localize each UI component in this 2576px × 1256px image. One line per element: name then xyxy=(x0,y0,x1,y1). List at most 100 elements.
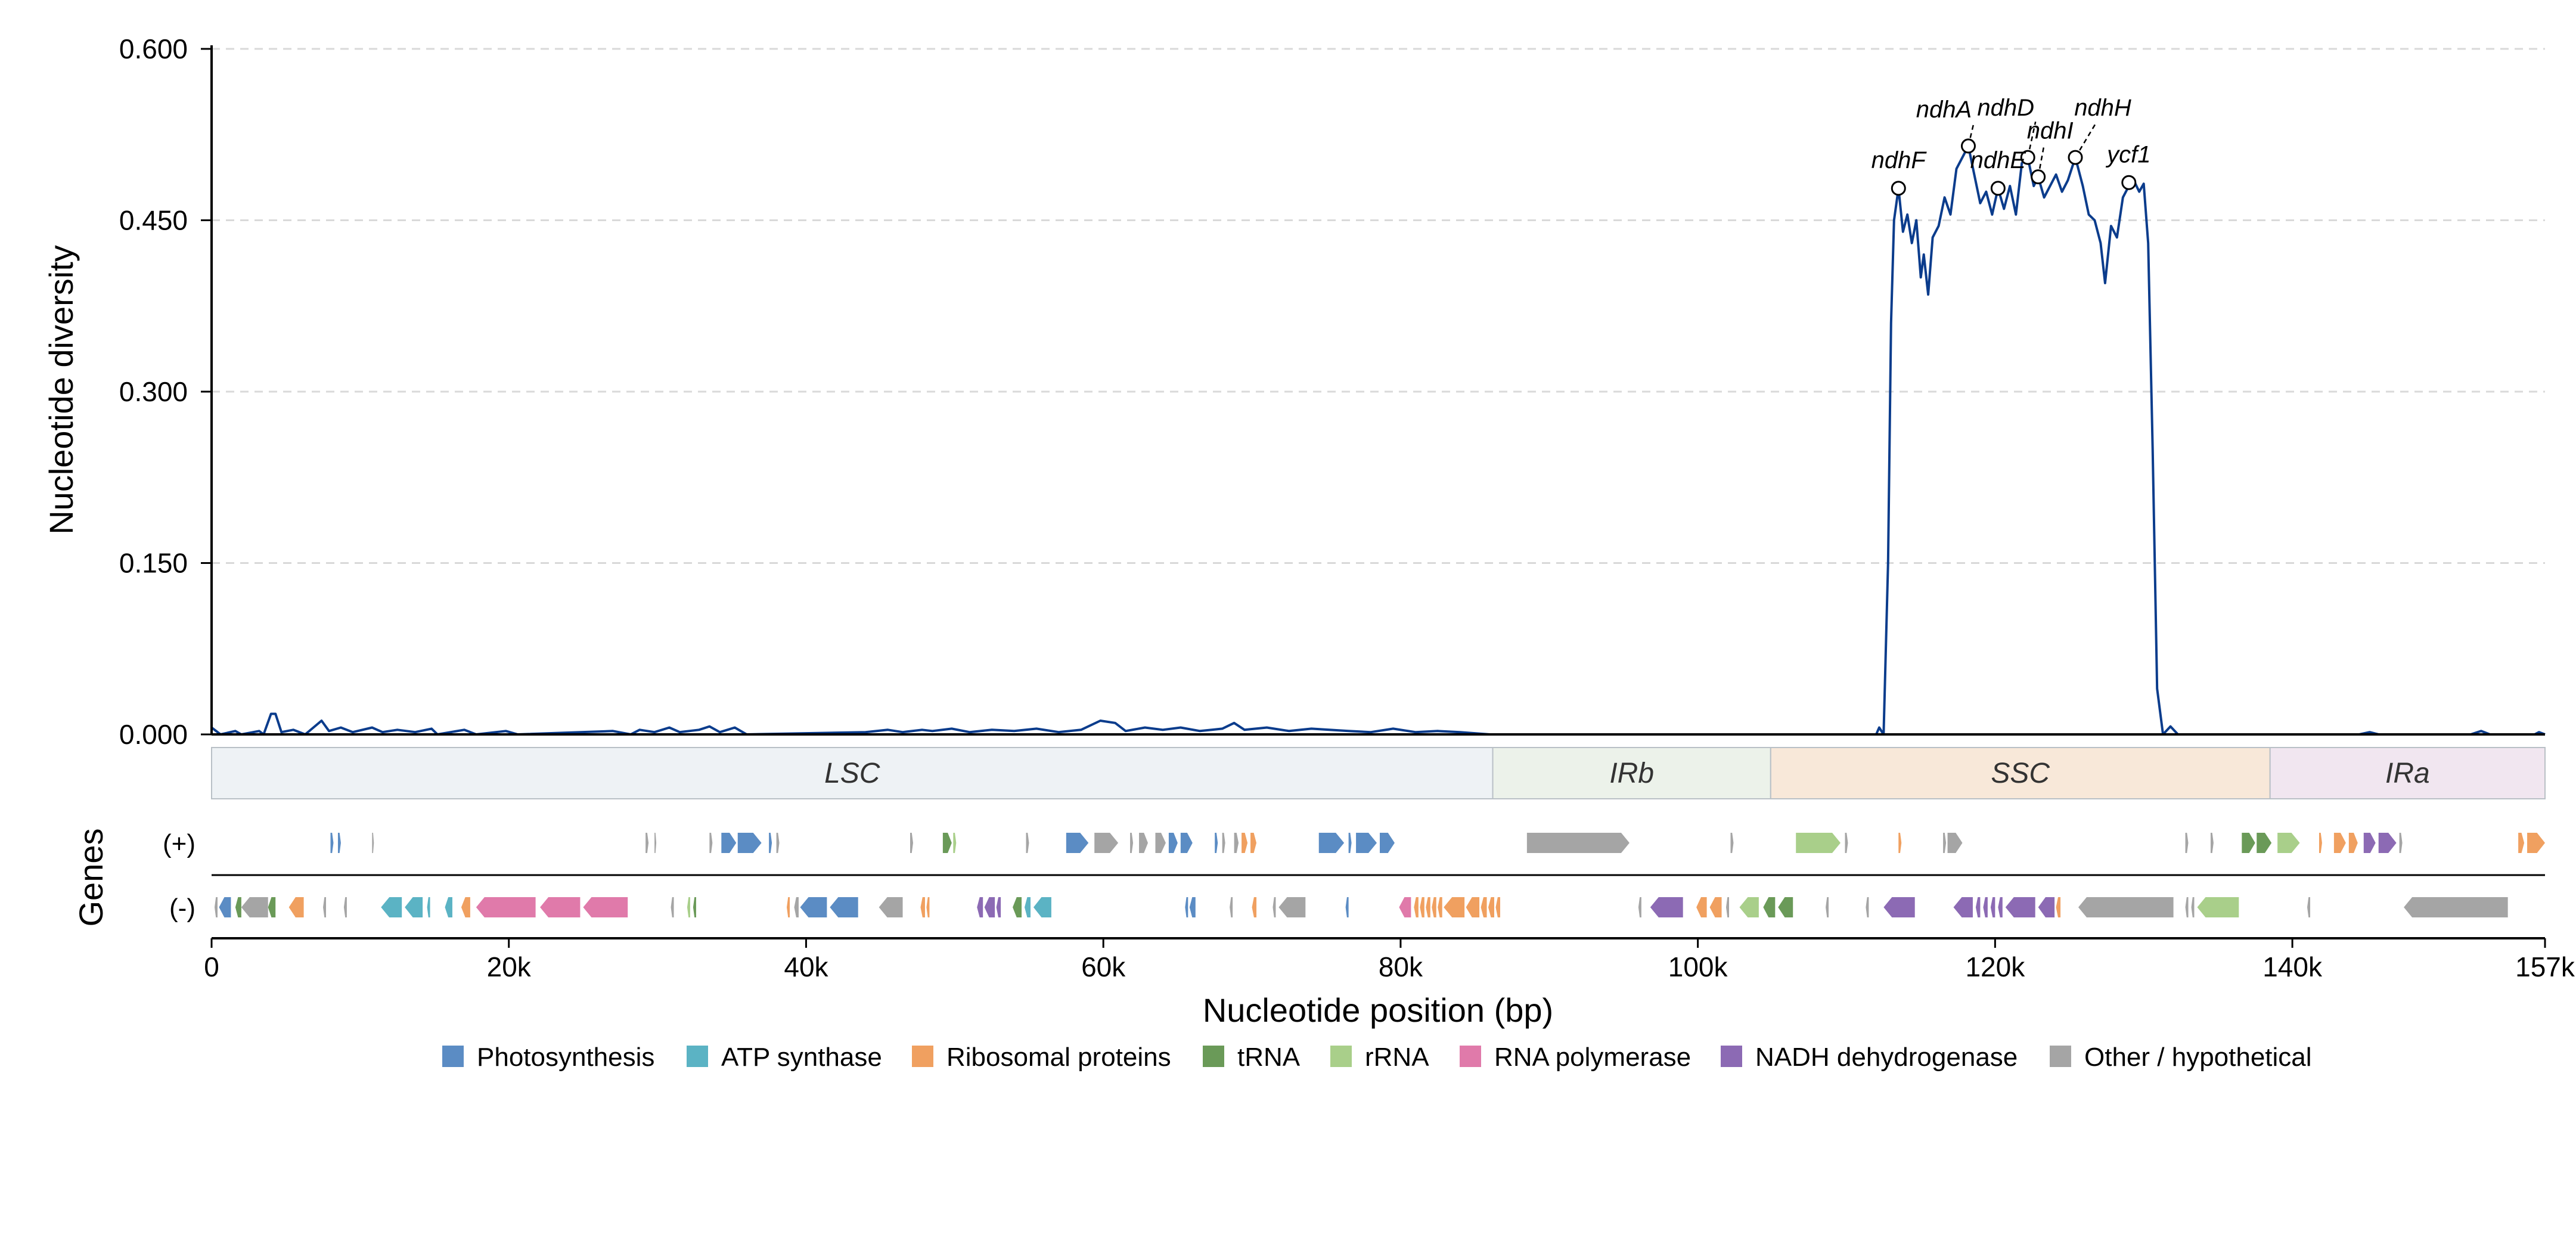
gene-block xyxy=(1013,897,1022,917)
gene-block xyxy=(1983,897,1988,917)
legend-label: tRNA xyxy=(1237,1043,1301,1072)
legend-swatch xyxy=(912,1046,933,1067)
legend-swatch xyxy=(2050,1046,2071,1067)
gene-block xyxy=(1432,897,1436,917)
gene-block xyxy=(1168,833,1178,853)
axes-layer: 0.000 0.150 0.300 0.450 0.600 xyxy=(119,33,2545,750)
legend-swatch xyxy=(1203,1046,1224,1067)
gene-block xyxy=(769,833,772,853)
peak-leader-line xyxy=(2026,121,2037,158)
gene-block xyxy=(645,833,649,853)
legend-label: NADH dehydrogenase xyxy=(1755,1043,2018,1072)
gene-block xyxy=(1345,897,1349,917)
gene-block xyxy=(1947,833,1963,853)
gene-block xyxy=(2378,833,2397,853)
gene-block xyxy=(1998,897,2003,917)
gene-block xyxy=(920,897,925,917)
gene-block xyxy=(1242,833,1248,853)
gene-block xyxy=(1250,833,1257,853)
gene-block xyxy=(2078,897,2174,917)
peak-marker xyxy=(2121,175,2137,190)
gene-block xyxy=(1278,897,1306,917)
legend-label: Ribosomal proteins xyxy=(946,1043,1171,1072)
gene-block xyxy=(1526,833,1630,853)
x-tick-label: 100k xyxy=(1668,951,1728,982)
gene-block xyxy=(1696,897,1707,917)
legend-label: ATP synthase xyxy=(721,1043,882,1072)
gene-block xyxy=(1130,833,1134,853)
gene-block xyxy=(2185,833,2189,853)
diversity-line-layer xyxy=(210,144,2546,736)
gene-block xyxy=(2363,833,2376,853)
gene-block xyxy=(1185,897,1188,917)
gene-block xyxy=(214,897,218,917)
gene-block xyxy=(2527,833,2545,853)
gene-block xyxy=(1990,897,1995,917)
peak-marker xyxy=(1990,181,2006,196)
peak-marker xyxy=(2031,169,2046,185)
peak-label: ndhI xyxy=(2027,118,2074,144)
gene-block xyxy=(1273,897,1276,917)
gene-block xyxy=(1189,897,1196,917)
gene-block xyxy=(1763,897,1776,917)
regions-layer: LSC IRb SSC IRa xyxy=(211,747,2546,799)
gene-block xyxy=(1222,833,1225,853)
region-label: LSC xyxy=(824,758,880,789)
gene-block xyxy=(1883,897,1915,917)
gene-block xyxy=(476,897,536,917)
grid-layer xyxy=(212,48,2545,564)
gene-block xyxy=(1650,897,1683,917)
gene-block xyxy=(1866,897,1869,917)
peak-marker xyxy=(2020,150,2035,165)
gene-block xyxy=(1796,833,1841,853)
gene-block xyxy=(1466,897,1480,917)
legend-swatch xyxy=(1330,1046,1352,1067)
gene-block xyxy=(709,833,713,853)
gene-block xyxy=(787,897,790,917)
gene-block xyxy=(1739,897,1759,917)
gene-block xyxy=(1898,833,1902,853)
peak-label: ndhD xyxy=(1977,95,2034,121)
legend-label: rRNA xyxy=(1365,1043,1429,1072)
gene-block xyxy=(1488,897,1495,917)
legend-swatch xyxy=(687,1046,708,1067)
region-label: SSC xyxy=(1991,758,2050,789)
gene-block xyxy=(1975,897,1981,917)
gene-block xyxy=(1066,833,1089,853)
region-band xyxy=(2269,747,2546,799)
gene-block xyxy=(2210,833,2214,853)
y-tick-label: 0.000 xyxy=(119,719,188,750)
gene-block xyxy=(1379,833,1395,853)
gene-block xyxy=(2197,897,2239,917)
gene-block xyxy=(1438,897,1442,917)
gene-block xyxy=(654,833,657,853)
gene-block xyxy=(2404,897,2508,917)
gene-block xyxy=(776,833,780,853)
region-band xyxy=(1770,747,2271,799)
gene-block xyxy=(1709,897,1722,917)
gene-block xyxy=(1495,897,1500,917)
x-tick-label: 60k xyxy=(1081,951,1126,982)
genes-axis-title: Genes xyxy=(72,829,110,927)
gene-block xyxy=(2307,897,2311,917)
diversity-series-line xyxy=(210,144,2546,736)
gene-block xyxy=(1414,897,1419,917)
peak-marker xyxy=(2068,150,2083,165)
gene-block xyxy=(1026,833,1029,853)
gene-block xyxy=(2185,897,2189,917)
gene-block xyxy=(1953,897,1973,917)
gene-block xyxy=(794,897,799,917)
gene-block xyxy=(337,833,341,853)
x-tick-label: 157k xyxy=(2515,951,2575,982)
x-axis-title: Nucleotide position (bp) xyxy=(1203,991,1553,1029)
y-tick-label: 0.150 xyxy=(119,548,188,579)
gene-block xyxy=(1426,897,1430,917)
gene-block xyxy=(1033,897,1051,917)
gene-block xyxy=(2056,897,2061,917)
gene-block xyxy=(1155,833,1166,853)
gene-block xyxy=(1356,833,1377,853)
gene-block xyxy=(1420,897,1424,917)
